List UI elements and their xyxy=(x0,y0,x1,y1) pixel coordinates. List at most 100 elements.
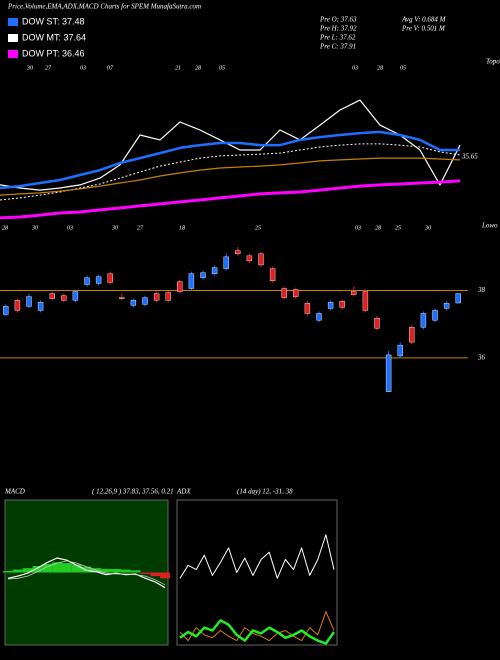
candle-body xyxy=(142,297,148,305)
legend-label: DOW PT: 36.46 xyxy=(22,48,85,58)
series-line xyxy=(7,560,166,586)
panel-frame xyxy=(176,499,338,646)
candle-body xyxy=(397,344,403,357)
x-label-top: 03 xyxy=(80,65,86,71)
candle-body xyxy=(246,255,253,262)
series-line xyxy=(0,99,461,191)
candle-body xyxy=(258,253,264,266)
x-label-top: 28 xyxy=(377,65,383,71)
x-label-top: 03 xyxy=(352,65,358,71)
candle-body xyxy=(119,297,125,299)
candle-body xyxy=(223,256,229,269)
annotation: Pre C: 37.91 xyxy=(319,43,356,51)
annotation: Topo xyxy=(486,58,500,66)
y-tick-label: 38 xyxy=(477,286,486,294)
x-label-bottom: 03 xyxy=(67,225,73,231)
annotation: 35.65 xyxy=(461,153,478,161)
macd-title: MACD xyxy=(4,488,25,496)
annotation: Pre L: 37.62 xyxy=(319,34,356,42)
candle-body xyxy=(420,313,427,328)
candle-body xyxy=(153,293,160,301)
candle-body xyxy=(409,327,415,343)
x-label-bottom: 25 xyxy=(395,225,401,231)
candle-body xyxy=(14,300,21,311)
candle-body xyxy=(293,289,299,297)
histogram-bar xyxy=(12,569,23,573)
histogram-bar xyxy=(61,563,72,573)
candle-body xyxy=(316,313,322,321)
histogram-bar xyxy=(160,572,170,579)
series-line xyxy=(179,619,336,645)
candle-body xyxy=(37,302,44,311)
candle-body xyxy=(362,291,369,311)
candle-body xyxy=(339,301,345,308)
x-label-top: 30 xyxy=(26,65,33,71)
x-label-top: 27 xyxy=(45,65,52,71)
candle-body xyxy=(130,300,137,306)
x-label-bottom: 30 xyxy=(424,225,431,231)
histogram-bar xyxy=(150,572,161,577)
histogram-bar xyxy=(71,564,82,573)
legend-swatch xyxy=(8,34,18,42)
candle-body xyxy=(177,281,183,292)
chart-title: Price,Volume,EMA,ADX,MACD Charts for SPE… xyxy=(7,3,201,11)
macd-subtitle: ( 12,26,9 ) 37.83, 37.56, 0.21 xyxy=(92,488,174,496)
series-line xyxy=(179,534,335,579)
series-line xyxy=(0,157,461,196)
x-label-bottom: 28 xyxy=(375,225,381,231)
histogram-bar xyxy=(32,565,43,573)
series-line xyxy=(0,179,461,220)
annotation: Lowo xyxy=(481,222,498,230)
adx-title: ADX xyxy=(176,488,191,496)
histogram-bar xyxy=(81,566,92,573)
candle-body xyxy=(374,317,380,329)
candle-body xyxy=(269,268,276,281)
legend-swatch xyxy=(8,50,18,58)
histogram-bar xyxy=(22,568,33,573)
annotation: Avg V: 0.684 M xyxy=(401,16,447,24)
candle-body xyxy=(61,295,67,301)
candle-body xyxy=(49,293,55,299)
x-label-bottom: 18 xyxy=(179,225,185,231)
x-label-top: 28 xyxy=(195,65,201,71)
x-label-top: 05 xyxy=(219,65,225,71)
candle-body xyxy=(107,273,113,283)
x-label-bottom: 03 xyxy=(355,225,361,231)
x-label-bottom: 30 xyxy=(31,225,38,231)
histogram-bar xyxy=(130,570,141,573)
candle-body xyxy=(211,267,218,274)
candle-body xyxy=(3,306,9,315)
candle-body xyxy=(72,291,79,301)
candle-body xyxy=(235,250,241,255)
candle-body xyxy=(327,302,334,309)
candle-body xyxy=(443,303,450,309)
legend-label: DOW ST: 37.48 xyxy=(22,16,85,26)
candle-body xyxy=(84,277,90,285)
x-label-bottom: 30 xyxy=(111,225,118,231)
histogram-bar xyxy=(111,568,121,573)
candle-body xyxy=(200,272,206,278)
histogram-bar xyxy=(52,562,62,573)
legend-label: DOW MT: 37.64 xyxy=(22,32,86,42)
candle-body xyxy=(351,291,357,295)
histogram-bar xyxy=(140,572,151,574)
candle-body xyxy=(281,288,287,298)
candle-body xyxy=(26,296,32,307)
histogram-bar xyxy=(120,569,131,573)
annotation: Pre H: 37.92 xyxy=(319,25,357,33)
histogram-bar xyxy=(101,568,112,573)
x-label-bottom: 27 xyxy=(137,225,144,231)
x-label-top: 07 xyxy=(107,65,114,71)
candle-body xyxy=(188,273,195,289)
y-tick-label: 36 xyxy=(477,354,486,362)
series-line xyxy=(0,130,460,190)
x-label-bottom: 28 xyxy=(2,225,8,231)
histogram-bar xyxy=(3,571,13,573)
x-label-top: 05 xyxy=(400,65,406,71)
candle-body xyxy=(304,303,311,314)
annotation: Pre O: 37.63 xyxy=(319,16,357,24)
candle-body xyxy=(432,310,438,321)
legend-swatch xyxy=(8,18,18,26)
